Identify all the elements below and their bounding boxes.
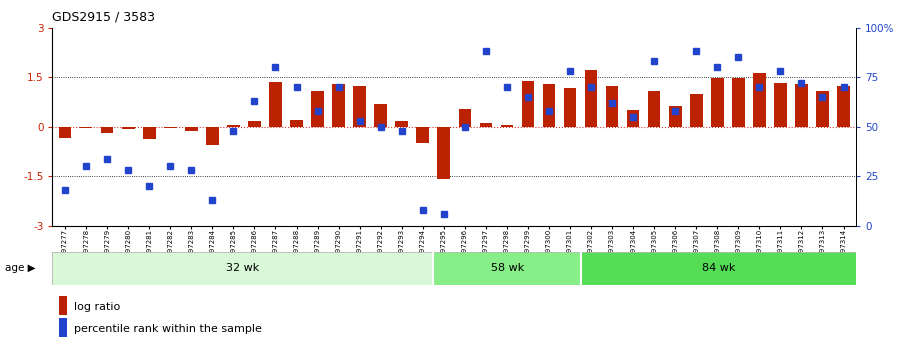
- Bar: [311, 91, 324, 127]
- Bar: [627, 110, 640, 127]
- Bar: [332, 85, 345, 127]
- Bar: [543, 85, 556, 127]
- Text: percentile rank within the sample: percentile rank within the sample: [74, 324, 262, 334]
- Bar: [248, 121, 261, 127]
- Bar: [100, 127, 113, 133]
- Bar: [732, 78, 745, 127]
- Bar: [795, 85, 808, 127]
- Bar: [59, 296, 67, 315]
- Bar: [122, 127, 135, 129]
- Bar: [605, 87, 618, 127]
- Bar: [185, 127, 197, 131]
- Bar: [395, 121, 408, 127]
- Bar: [437, 127, 450, 179]
- Bar: [269, 82, 281, 127]
- Bar: [581, 252, 856, 285]
- Bar: [59, 127, 71, 138]
- Bar: [521, 81, 534, 127]
- Bar: [585, 70, 597, 127]
- Bar: [227, 125, 240, 127]
- Bar: [774, 83, 786, 127]
- Text: log ratio: log ratio: [74, 302, 120, 312]
- Bar: [459, 109, 472, 127]
- Bar: [291, 119, 303, 127]
- Bar: [433, 252, 581, 285]
- Bar: [816, 91, 829, 127]
- Bar: [480, 123, 492, 127]
- Bar: [500, 125, 513, 127]
- Text: age ▶: age ▶: [5, 263, 35, 273]
- Bar: [416, 127, 429, 143]
- Bar: [711, 78, 724, 127]
- Text: 84 wk: 84 wk: [702, 263, 736, 273]
- Bar: [648, 91, 661, 127]
- Bar: [669, 106, 681, 127]
- Bar: [837, 87, 850, 127]
- Text: GDS2915 / 3583: GDS2915 / 3583: [52, 10, 156, 23]
- Bar: [690, 95, 702, 127]
- Text: 32 wk: 32 wk: [226, 263, 260, 273]
- Bar: [753, 73, 766, 127]
- Text: 58 wk: 58 wk: [491, 263, 524, 273]
- Bar: [564, 88, 576, 127]
- Bar: [59, 318, 67, 337]
- Bar: [143, 127, 156, 139]
- Bar: [375, 104, 387, 127]
- Bar: [353, 87, 366, 127]
- Bar: [164, 127, 176, 128]
- Bar: [52, 252, 433, 285]
- Bar: [80, 127, 92, 128]
- Bar: [206, 127, 219, 145]
